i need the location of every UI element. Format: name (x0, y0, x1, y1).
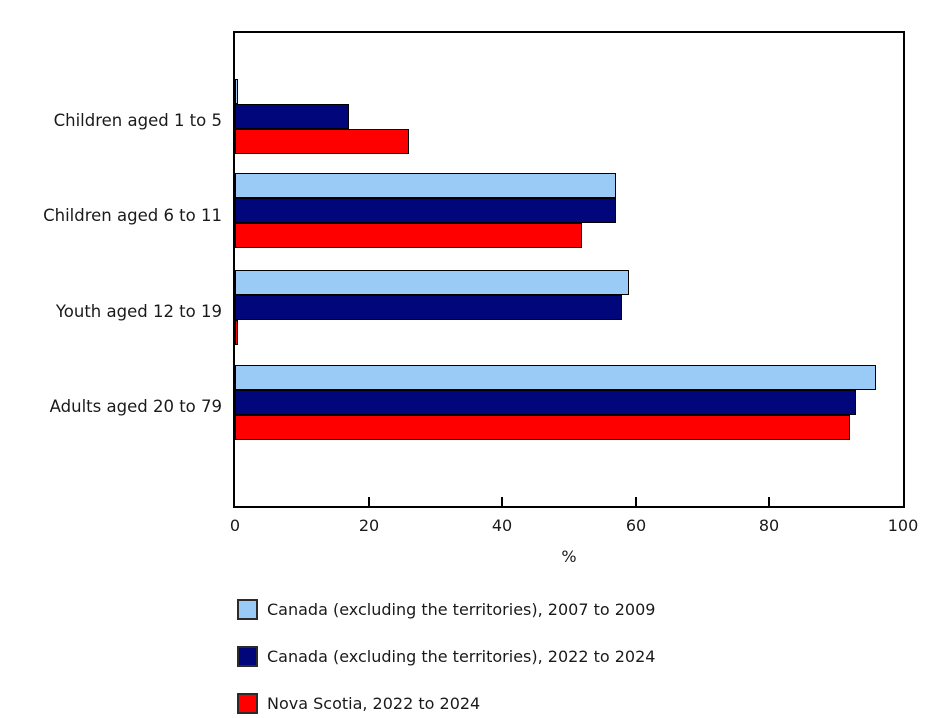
bar-series1-cat4 (235, 365, 876, 390)
category-label: Children aged 6 to 11 (43, 206, 222, 225)
legend-swatch-icon (237, 645, 258, 667)
bar-series1-cat2 (235, 173, 616, 198)
bar-series3-cat2 (235, 223, 582, 248)
bar-series2-cat2 (235, 198, 616, 223)
x-axis-tick-label: 0 (229, 516, 241, 535)
bar-series3-cat4 (235, 415, 850, 440)
category-label: Adults aged 20 to 79 (49, 397, 222, 416)
x-axis-tick (368, 497, 370, 506)
legend-item-1: Canada (excluding the territories), 2007… (237, 598, 655, 620)
bar-series2-cat4 (235, 390, 856, 415)
legend-label: Nova Scotia, 2022 to 2024 (267, 693, 481, 713)
bar-series2-cat1 (235, 104, 349, 129)
x-axis-tick (768, 497, 770, 506)
x-axis-title: % (561, 547, 577, 566)
legend-item-2: Canada (excluding the territories), 2022… (237, 645, 655, 667)
bar-series3-cat1 (235, 129, 409, 154)
bar-series1-cat1 (235, 79, 238, 104)
x-axis-tick (501, 497, 503, 506)
bar-series2-cat3 (235, 295, 622, 320)
x-axis-tick-label: 60 (625, 516, 647, 535)
legend-item-3: Nova Scotia, 2022 to 2024 (237, 692, 655, 714)
x-axis-tick (635, 497, 637, 506)
legend-label: Canada (excluding the territories), 2022… (267, 646, 656, 666)
bar-series3-cat3 (235, 320, 238, 345)
category-label: Youth aged 12 to 19 (55, 302, 222, 321)
plot-area (233, 31, 905, 508)
bar-series1-cat3 (235, 270, 629, 295)
legend: Canada (excluding the territories), 2007… (237, 598, 655, 718)
category-label: Children aged 1 to 5 (53, 111, 222, 130)
x-axis-tick-label: 40 (491, 516, 513, 535)
legend-label: Canada (excluding the territories), 2007… (267, 599, 656, 619)
x-axis-tick-label: 20 (358, 516, 380, 535)
x-axis-tick-label: 100 (887, 516, 919, 535)
x-axis-tick-label: 80 (758, 516, 780, 535)
category-axis-labels: Children aged 1 to 5 Children aged 6 to 1… (0, 0, 222, 520)
x-axis-tick-labels: 0 20 40 60 80 100 (230, 516, 918, 538)
legend-swatch-icon (237, 598, 258, 620)
legend-swatch-icon (237, 692, 258, 714)
